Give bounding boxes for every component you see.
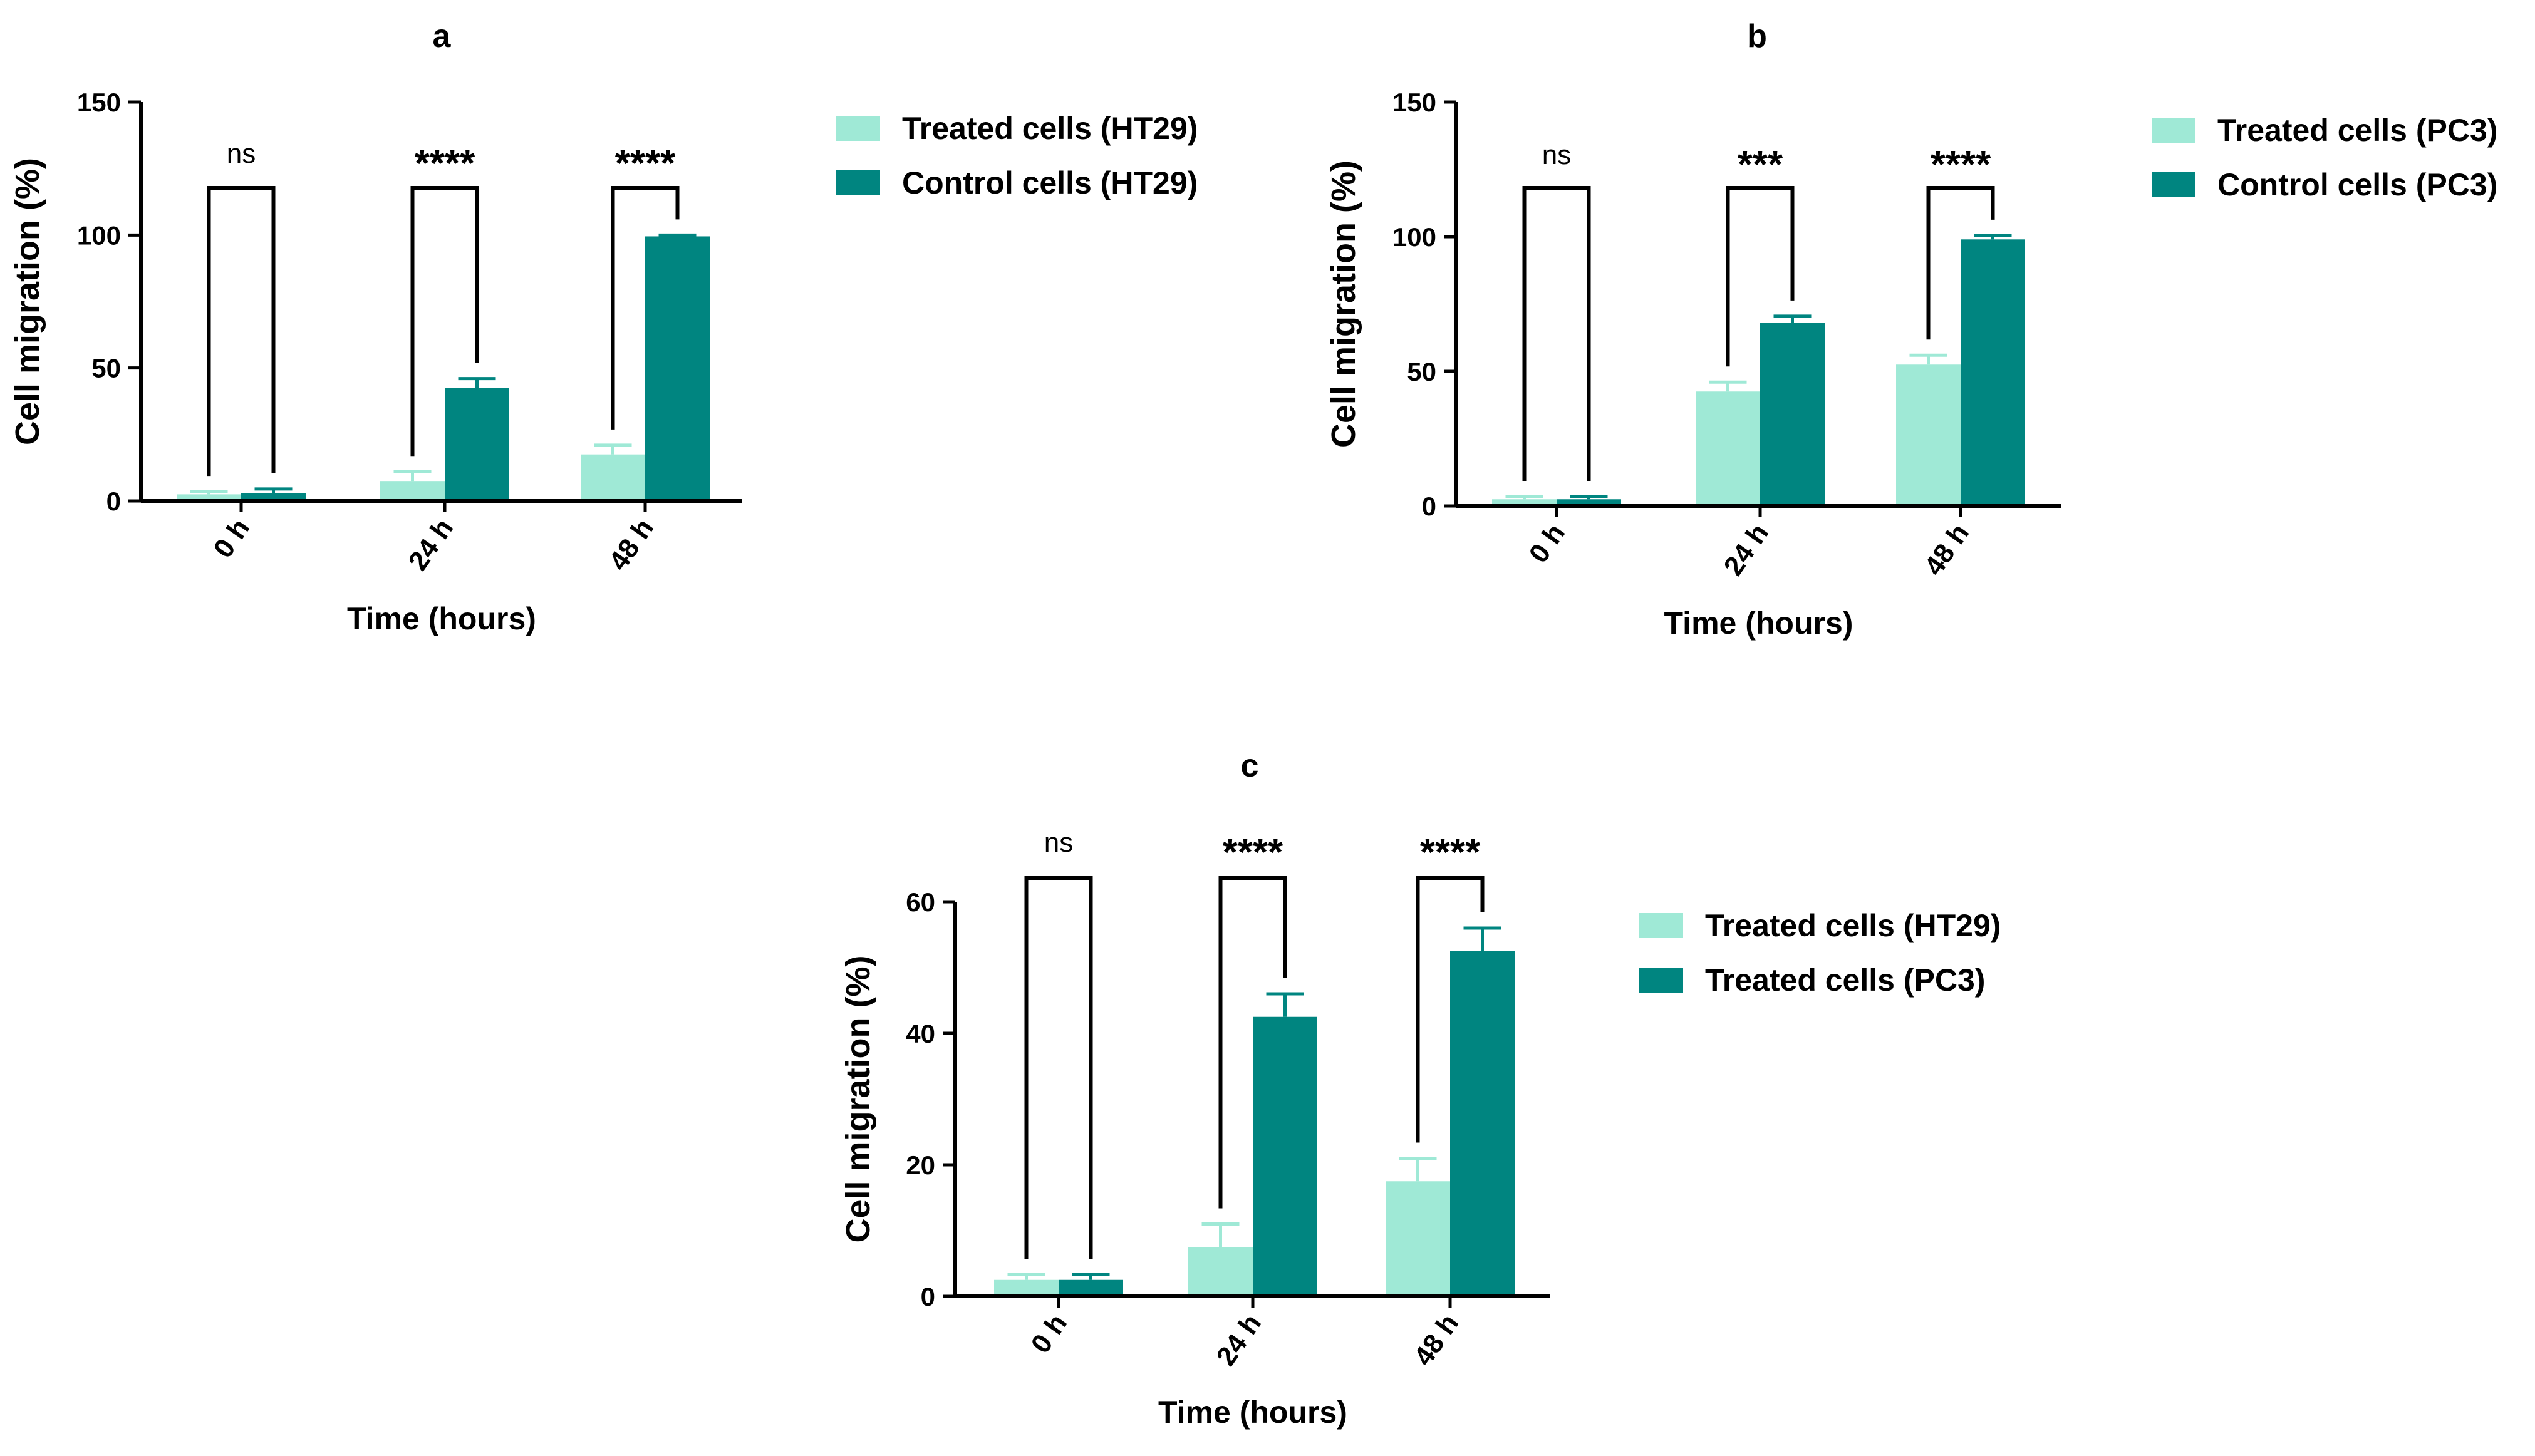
- bar-series1-2: [1896, 364, 1961, 506]
- bar-series1-0: [994, 1279, 1059, 1296]
- x-tick-label: 24 h: [403, 514, 460, 576]
- x-axis-label: Time (hours): [1664, 606, 1853, 641]
- chart-panel-b: b ns 0 h *** 24 h **** 48 h 0 50 100 150 Time (hour…: [1325, 18, 2497, 641]
- y-tick-label: 50: [91, 354, 121, 383]
- significance-label: ****: [1420, 831, 1481, 874]
- bar-series2-2: [1450, 951, 1515, 1296]
- bar-series1-2: [581, 454, 645, 501]
- significance-bracket: [1726, 186, 1795, 367]
- bar-series2-0: [1059, 1279, 1123, 1296]
- legend-label: Treated cells (PC3): [1705, 963, 1985, 998]
- y-tick-label: 40: [906, 1019, 935, 1048]
- bar-series1-1: [380, 481, 445, 501]
- bar-series2-1: [1253, 1016, 1317, 1296]
- significance-bracket: [611, 186, 680, 430]
- bar-series1-0: [177, 494, 241, 501]
- bar-series1-1: [1696, 391, 1760, 506]
- legend-label: Treated cells (HT29): [1705, 908, 2001, 943]
- y-tick-label: 0: [1422, 492, 1436, 521]
- y-tick-label: 100: [1392, 222, 1436, 252]
- significance-bracket: [1416, 876, 1485, 1143]
- bar-series1-0: [1492, 499, 1557, 506]
- y-axis-label: Cell migration (%): [9, 158, 46, 445]
- x-tick-label: 48 h: [1408, 1309, 1465, 1371]
- bar-series2-2: [645, 236, 710, 501]
- legend-label: Treated cells (HT29): [902, 111, 1198, 146]
- chart-panel-a: a ns 0 h **** 24 h **** 48 h 0 50 100 150 Time (hou…: [9, 18, 1198, 636]
- significance-label: ns: [1044, 827, 1073, 858]
- x-tick-label: 0 h: [1523, 519, 1572, 569]
- y-tick-label: 100: [77, 220, 121, 250]
- legend-swatch: [1639, 968, 1683, 993]
- chart-panel-c: c ns 0 h **** 24 h **** 48 h 0 20 40 60 Time (hours…: [839, 748, 2001, 1430]
- significance-bracket: [1024, 876, 1093, 1259]
- x-tick-label: 48 h: [603, 514, 660, 576]
- legend-swatch: [2152, 118, 2195, 143]
- significance-label: ****: [615, 142, 676, 185]
- bar-series2-0: [241, 493, 306, 501]
- significance-bracket: [1218, 876, 1287, 1209]
- legend-swatch: [836, 170, 880, 195]
- panel-title: a: [433, 18, 452, 54]
- significance-bracket: [1522, 186, 1591, 481]
- x-tick-label: 24 h: [1211, 1309, 1268, 1371]
- significance-bracket: [410, 186, 479, 457]
- significance-label: ****: [1223, 831, 1283, 874]
- x-tick-label: 48 h: [1919, 519, 1976, 581]
- panel-title: c: [1241, 748, 1259, 784]
- significance-bracket: [1926, 186, 1995, 340]
- significance-label: ns: [227, 138, 256, 169]
- significance-label: ***: [1738, 143, 1783, 187]
- y-tick-label: 60: [906, 887, 935, 917]
- y-axis-label: Cell migration (%): [839, 955, 877, 1242]
- legend-swatch: [2152, 172, 2195, 197]
- x-tick-label: 24 h: [1718, 519, 1775, 581]
- bar-series2-1: [1760, 323, 1825, 506]
- x-tick-label: 0 h: [1025, 1309, 1074, 1359]
- significance-label: ns: [1542, 140, 1571, 170]
- bar-series2-2: [1961, 239, 2025, 506]
- x-axis-label: Time (hours): [347, 601, 536, 636]
- legend-label: Control cells (HT29): [902, 165, 1198, 200]
- significance-label: ****: [1931, 143, 1991, 187]
- y-tick-label: 0: [106, 487, 121, 516]
- x-tick-label: 0 h: [208, 514, 256, 564]
- significance-label: ****: [415, 142, 475, 185]
- legend-label: Control cells (PC3): [2217, 167, 2497, 202]
- legend-swatch: [836, 116, 880, 141]
- y-tick-label: 150: [1392, 88, 1436, 117]
- y-axis-label: Cell migration (%): [1325, 160, 1362, 448]
- y-tick-label: 20: [906, 1150, 935, 1180]
- bar-series1-1: [1188, 1247, 1253, 1296]
- legend-swatch: [1639, 913, 1683, 938]
- y-tick-label: 150: [77, 88, 121, 117]
- bar-series2-0: [1557, 499, 1621, 506]
- y-tick-label: 0: [921, 1282, 935, 1311]
- significance-bracket: [207, 186, 276, 477]
- bar-series1-2: [1386, 1181, 1450, 1296]
- bar-series2-1: [445, 388, 509, 501]
- x-axis-label: Time (hours): [1158, 1395, 1347, 1430]
- legend-label: Treated cells (PC3): [2217, 113, 2497, 148]
- y-tick-label: 50: [1407, 357, 1436, 386]
- panel-title: b: [1747, 18, 1767, 54]
